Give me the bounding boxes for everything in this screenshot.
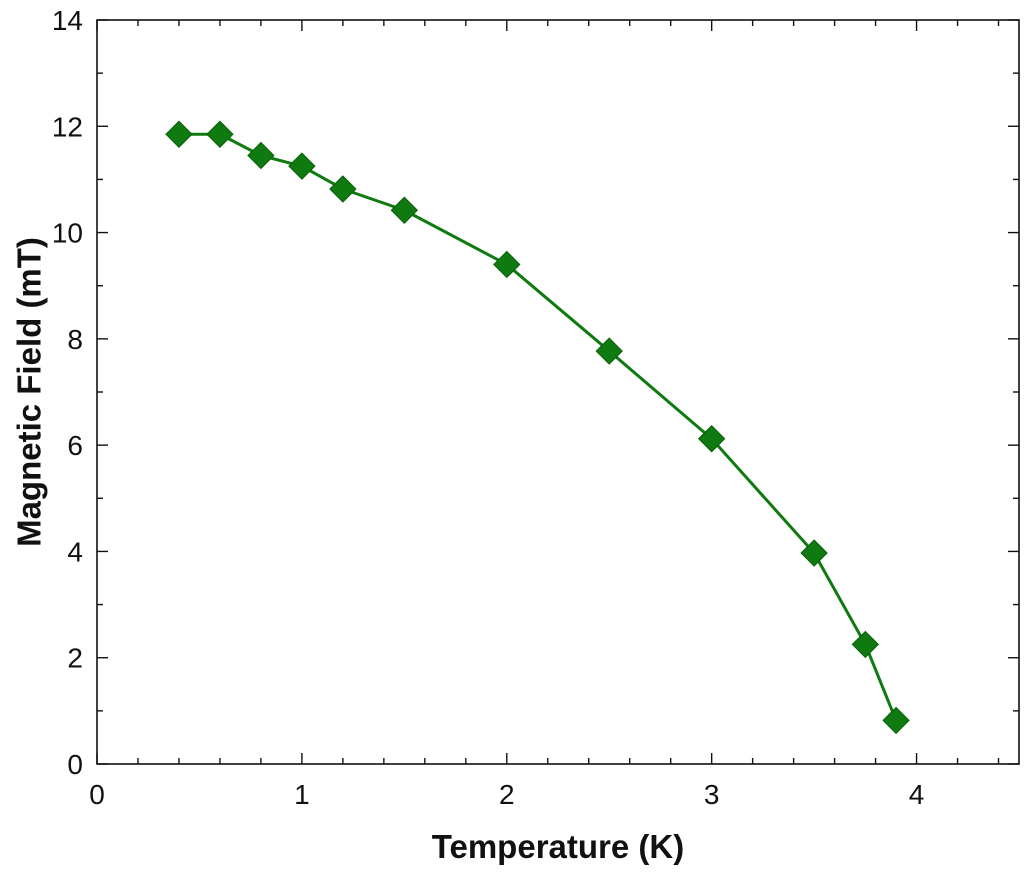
data-point-marker [800, 539, 828, 567]
series-layer [165, 120, 910, 735]
data-point-marker [493, 250, 521, 279]
data-point-marker [697, 425, 726, 453]
y-tick-label: 0 [67, 749, 83, 780]
y-tick-label: 2 [67, 643, 83, 674]
x-tick-label: 4 [909, 779, 925, 810]
x-tick-label: 0 [89, 779, 105, 810]
data-point-marker [165, 120, 193, 148]
x-tick-label: 1 [294, 779, 310, 810]
y-tick-label: 12 [52, 111, 83, 142]
data-point-marker [595, 337, 623, 365]
data-point-marker [851, 630, 880, 659]
y-tick-label: 10 [52, 218, 83, 249]
x-tick-label: 3 [704, 779, 720, 810]
data-point-marker [288, 152, 316, 180]
y-tick-label: 14 [52, 5, 83, 36]
x-axis-title: Temperature (K) [432, 828, 684, 865]
y-axis-title: Magnetic Field (mT) [11, 237, 48, 547]
data-point-marker [247, 141, 275, 170]
data-point-marker [882, 706, 910, 735]
data-point-marker [206, 120, 234, 148]
data-point-marker [329, 175, 357, 203]
y-tick-label: 4 [67, 536, 83, 567]
data-point-marker [390, 196, 419, 224]
series-line [178, 132, 898, 721]
x-tick-label: 2 [499, 779, 515, 810]
y-tick-label: 6 [67, 430, 83, 461]
plot-frame [96, 19, 1020, 765]
y-tick-label: 8 [67, 324, 83, 355]
